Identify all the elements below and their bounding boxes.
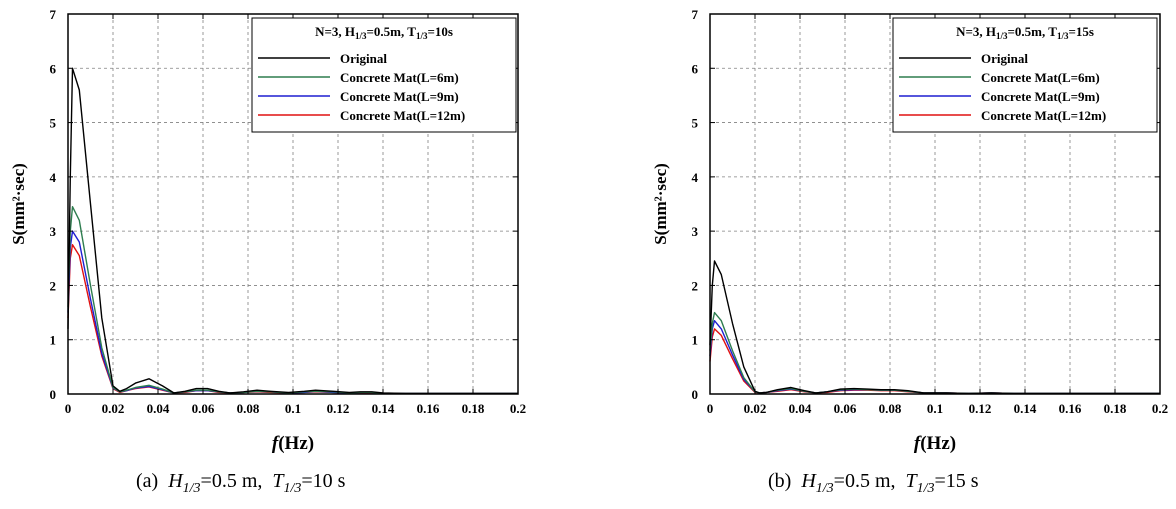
x-tick-label: 0.06 [834,401,857,416]
series-line-original [709,260,1160,395]
x-tick-label: 0.04 [147,401,170,416]
y-tick-label: 6 [50,61,57,76]
x-tick-label: 0.1 [285,401,301,416]
caption-a-t-sub: 1/3 [283,481,302,496]
y-axis-label: S(mm²·sec) [651,163,670,245]
chart-panel-b: 0 0.02 0.04 0.06 0.08 0.1 0.12 0.14 0.16 0.18 0.2 0… [651,7,1168,454]
y-tick-label: 2 [692,278,699,293]
caption-b-label: (b) [768,470,792,492]
legend-entry: Original [340,51,387,66]
y-tick-label: 5 [692,116,699,131]
x-axis-label: f(Hz) [914,433,956,454]
caption-a-t-val: =10 s [301,470,346,492]
caption-b: (b) H1/3=0.5 m, T1/3=15 s [768,470,979,497]
caption-a-h-sub: 1/3 [182,481,201,496]
x-tick-label: 0.16 [417,401,440,416]
legend-title: N=3, H1/3=0.5m, T1/3=10s [315,24,453,41]
caption-b-h-val: =0.5 m, [833,470,896,492]
caption-a-t: T [272,470,284,492]
y-tick-label: 5 [50,116,57,131]
y-tick-label: 3 [692,224,699,239]
x-tick-label: 0.12 [969,401,992,416]
caption-b-h-sub: 1/3 [815,481,834,496]
y-axis-label: S(mm²·sec) [9,163,28,245]
series-line-original [67,67,518,395]
chart-panel-a: 0 0.02 0.04 0.06 0.08 0.1 0.12 0.14 0.16 0.18 0.2 0… [9,7,526,454]
y-tick-label: 0 [50,387,57,402]
x-tick-label: 0.1 [927,401,943,416]
caption-a-label: (a) [136,470,159,492]
caption-b-h: H [801,470,816,492]
x-tick-label: 0.2 [1152,401,1168,416]
legend-entry: Concrete Mat(L=9m) [981,89,1100,104]
caption-a-h-val: =0.5 m, [200,470,263,492]
x-tick-label: 0.14 [372,401,395,416]
x-tick-label: 0.08 [879,401,902,416]
x-tick-label: 0.06 [192,401,215,416]
caption-b-t: T [905,470,917,492]
y-tick-label: 0 [692,387,699,402]
y-tick-label: 3 [50,224,57,239]
legend-entry: Concrete Mat(L=6m) [981,70,1100,85]
x-tick-label: 0.02 [102,401,125,416]
x-tick-label: 0.08 [237,401,260,416]
caption-b-t-sub: 1/3 [916,481,935,496]
legend-box [892,17,1158,133]
legend-entry: Concrete Mat(L=6m) [340,70,459,85]
y-tick-label: 1 [50,333,57,348]
x-tick-label: 0 [65,401,72,416]
y-tick-label: 7 [692,7,699,22]
x-tick-label: 0.02 [744,401,767,416]
y-tick-label: 7 [50,7,57,22]
legend-entry: Concrete Mat(L=12m) [981,108,1106,123]
caption-b-t-val: =15 s [934,470,979,492]
x-tick-label: 0.16 [1059,401,1082,416]
legend: N=3, H1/3=0.5m, T1/3=10s Original Concrete… [251,17,517,133]
x-tick-label: 0.14 [1014,401,1037,416]
legend-entry: Original [981,51,1028,66]
x-tick-label: 0.2 [510,401,526,416]
x-tick-label: 0.18 [462,401,485,416]
y-tick-label: 4 [50,170,57,185]
x-tick-label: 0.18 [1104,401,1127,416]
legend-box [251,17,517,133]
caption-a-h: H [168,470,183,492]
y-tick-label: 2 [50,278,57,293]
y-tick-label: 4 [692,170,699,185]
y-tick-label: 6 [692,61,699,76]
legend-title: N=3, H1/3=0.5m, T1/3=15s [956,24,1094,41]
legend: N=3, H1/3=0.5m, T1/3=15s Original Concrete… [892,17,1158,133]
caption-a: (a) H1/3=0.5 m, T1/3=10 s [136,470,345,497]
x-tick-label: 0 [707,401,714,416]
y-tick-label: 1 [692,333,699,348]
x-tick-label: 0.12 [327,401,350,416]
x-axis-label: f(Hz) [272,433,314,454]
x-tick-label: 0.04 [789,401,812,416]
legend-entry: Concrete Mat(L=12m) [340,108,465,123]
legend-entry: Concrete Mat(L=9m) [340,89,459,104]
